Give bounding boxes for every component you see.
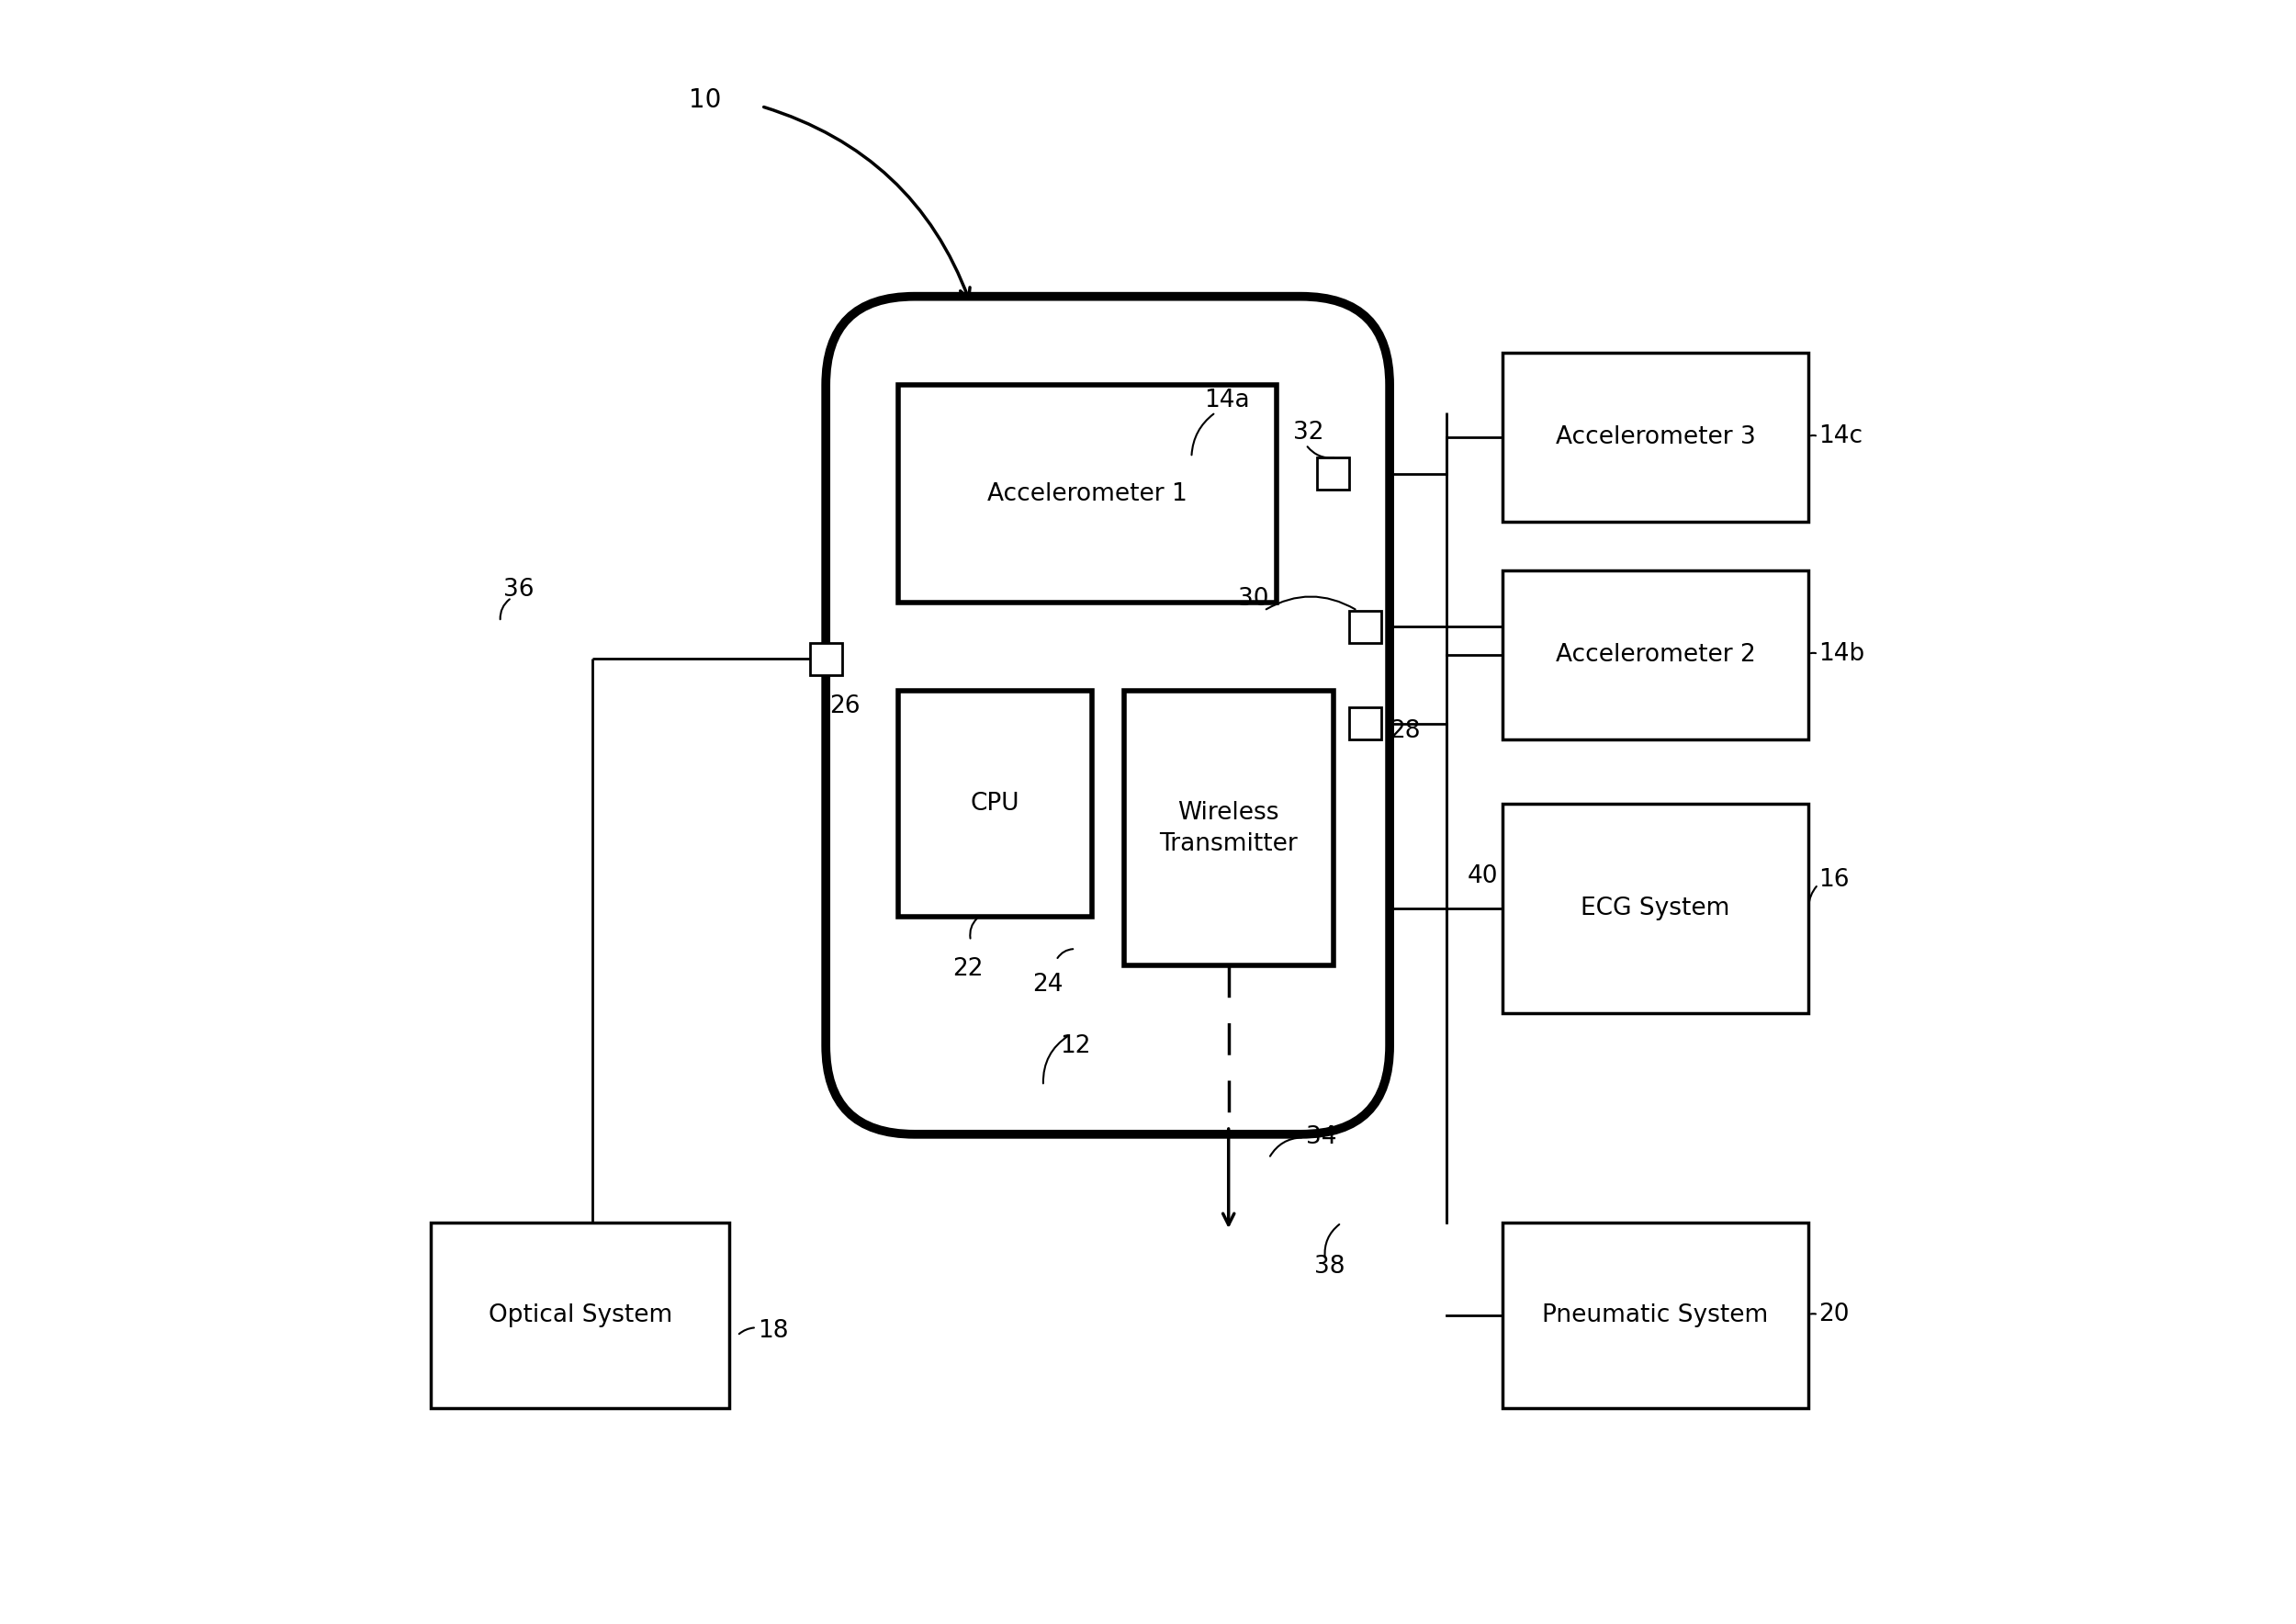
Bar [1502, 570, 1809, 739]
Text: Accelerometer 1: Accelerometer 1 [987, 482, 1187, 505]
Bar [810, 643, 843, 676]
Text: 12: 12 [1061, 1034, 1091, 1059]
Text: Pneumatic System: Pneumatic System [1543, 1304, 1768, 1327]
Text: 14c: 14c [1818, 424, 1862, 448]
Bar [432, 1223, 730, 1408]
Text: 40: 40 [1467, 864, 1497, 888]
Text: Optical System: Optical System [489, 1304, 673, 1327]
Text: Accelerometer 2: Accelerometer 2 [1554, 643, 1756, 667]
Bar [898, 692, 1091, 916]
Bar [1350, 611, 1382, 643]
Bar [1350, 708, 1382, 739]
Text: 10: 10 [689, 88, 721, 112]
Bar [1502, 352, 1809, 521]
Text: 26: 26 [829, 695, 859, 718]
Text: 14b: 14b [1818, 641, 1864, 666]
Text: 32: 32 [1293, 421, 1325, 445]
Text: 20: 20 [1818, 1302, 1848, 1327]
Text: ECG System: ECG System [1582, 896, 1729, 921]
Bar [898, 385, 1277, 603]
Bar [1123, 692, 1334, 965]
Text: 30: 30 [1238, 586, 1270, 611]
Text: Wireless
Transmitter: Wireless Transmitter [1159, 801, 1297, 856]
Text: 38: 38 [1313, 1254, 1345, 1278]
Text: 16: 16 [1818, 867, 1848, 892]
Text: 24: 24 [1033, 973, 1063, 997]
Text: 28: 28 [1389, 719, 1421, 744]
Text: 14a: 14a [1205, 388, 1249, 412]
FancyBboxPatch shape [827, 297, 1389, 1134]
Bar [1318, 458, 1350, 490]
Text: 18: 18 [758, 1319, 790, 1343]
Bar [1502, 804, 1809, 1013]
Text: 34: 34 [1306, 1125, 1336, 1150]
Bar [1502, 1223, 1809, 1408]
Text: 36: 36 [503, 578, 535, 601]
Text: CPU: CPU [971, 793, 1019, 815]
Text: 22: 22 [953, 957, 983, 981]
Text: Accelerometer 3: Accelerometer 3 [1554, 425, 1756, 450]
